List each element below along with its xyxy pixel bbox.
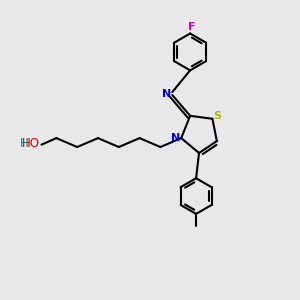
Text: N: N — [171, 133, 181, 143]
Text: F: F — [188, 22, 195, 32]
Text: N: N — [162, 88, 171, 98]
Text: HO: HO — [22, 137, 40, 150]
Text: S: S — [214, 111, 221, 122]
Text: H: H — [20, 137, 29, 150]
